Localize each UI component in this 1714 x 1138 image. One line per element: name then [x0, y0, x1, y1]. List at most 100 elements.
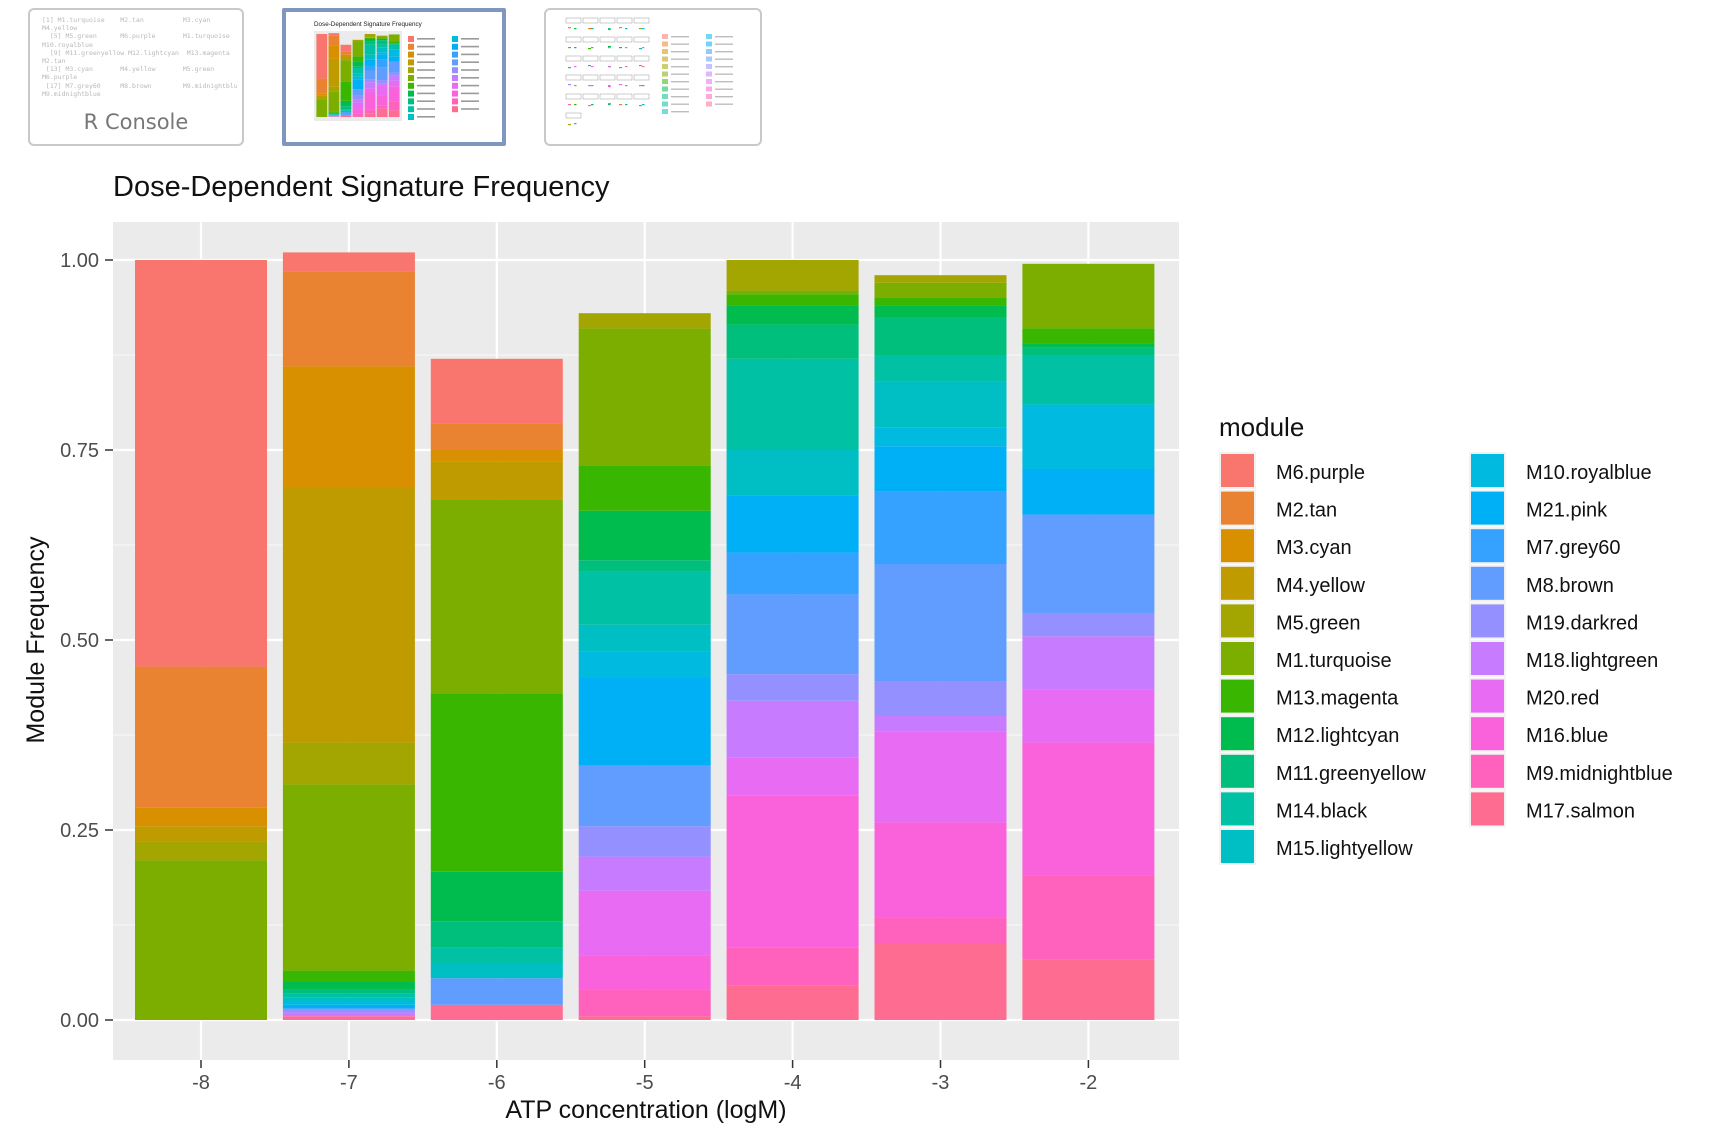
thumbnail-bar-segment — [364, 79, 376, 83]
thumbnail-legend-swatch — [452, 75, 458, 81]
thumbnail-legend-swatch — [408, 98, 414, 105]
thumbnail-facet-strip — [633, 74, 650, 81]
bar-segment — [1022, 343, 1155, 348]
legend-swatch — [1471, 717, 1504, 751]
bar-segment — [726, 795, 859, 948]
bar-segment — [282, 997, 415, 1001]
thumbnail-bar-segment — [376, 47, 388, 53]
thumbnail-bar-segment — [340, 100, 352, 107]
thumbnail-bar-segment — [328, 112, 340, 114]
y-tick-label: 0.50 — [60, 630, 99, 652]
legend-swatch — [1221, 529, 1254, 563]
thumbnail-legend-text — [417, 92, 435, 95]
bar-segment — [726, 294, 859, 306]
bar-segment — [726, 324, 859, 359]
legend-item: M13.magenta — [1219, 677, 1399, 715]
thumbnail-facet-mark — [588, 48, 591, 50]
thumbnail-facet-strip — [565, 36, 582, 43]
thumbnail-bar-segment — [376, 83, 388, 86]
legend-item: M17.salmon — [1469, 790, 1635, 828]
thumbnail-bar-segment — [340, 55, 352, 61]
bar-segment — [578, 465, 711, 511]
bar-segment — [726, 757, 859, 796]
y-tick-label: 0.00 — [60, 1010, 99, 1032]
bar-segment — [430, 963, 563, 979]
legend-item: M21.pink — [1469, 489, 1608, 527]
thumbnail-legend-swatch — [662, 34, 668, 39]
thumbnail-legend-text — [417, 100, 435, 102]
bar-segment — [1022, 636, 1155, 690]
bar-segment — [874, 491, 1007, 564]
thumbnail-bar-segment — [316, 99, 328, 117]
thumbnail-facet-mark — [625, 47, 628, 49]
thumbnail-bar-segment — [340, 54, 352, 56]
legend-label: M17.salmon — [1526, 800, 1635, 822]
thumbnail-facet-mark — [588, 28, 591, 30]
thumbnail-legend-text — [461, 61, 479, 63]
thumbnail-facet-mark — [608, 29, 611, 31]
bar-stack — [430, 358, 563, 1020]
thumbnail-bar-segment — [388, 49, 400, 57]
thumbnail-bar-segment — [376, 40, 388, 45]
thumbnail-legend-text — [461, 108, 479, 110]
thumbnail-bar-segment — [376, 35, 388, 37]
bar-segment — [874, 275, 1007, 283]
y-tick-label: 1.00 — [60, 250, 99, 272]
thumbnail-facet-strip — [599, 36, 616, 43]
thumbnail-legend-text — [417, 38, 435, 40]
thumbnail-bar-segment — [364, 113, 376, 117]
thumbnail-legend-text — [715, 43, 733, 45]
bar-segment — [578, 856, 711, 891]
thumbnail-facet-mark — [568, 47, 571, 49]
thumbnail-legend-text — [671, 96, 689, 98]
bar-segment — [578, 624, 711, 652]
bar-segment — [874, 427, 1007, 447]
bar-stack — [282, 252, 415, 1020]
legend-swatch — [1471, 792, 1504, 826]
thumbnail-facet-mark — [588, 65, 591, 67]
thumbnail-facet-mark — [619, 84, 622, 86]
thumbnail-legend-swatch — [662, 86, 668, 92]
thumbnail-facet-mark — [625, 104, 628, 106]
thumbnail-legend-swatch — [662, 94, 668, 99]
thumbnail-bar-segment — [328, 58, 340, 87]
bar-segment — [726, 358, 859, 450]
bar-segment — [578, 765, 711, 827]
thumbnail-legend-swatch — [452, 43, 458, 50]
thumbnail-facet-mark — [608, 66, 611, 68]
thumbnail-bar-segment — [364, 34, 376, 38]
thumbnail-bar-segment — [328, 35, 340, 46]
thumbnail-bar-segment — [388, 110, 400, 117]
bar-segment — [726, 495, 859, 553]
thumbnail-bar-segment — [352, 102, 364, 110]
bar-stack — [726, 260, 859, 1020]
thumbnail-facet-strip — [565, 112, 582, 119]
thumbnail-legend-text — [417, 61, 435, 63]
thumbnail-facet-mark — [639, 65, 642, 67]
x-tick-label: -8 — [192, 1072, 210, 1094]
thumbnail-r-console[interactable]: [1] M1.turquoise M2.tan M3.cyan M4.yellow… — [28, 8, 244, 146]
thumbnail-facet-mark — [591, 47, 594, 49]
thumbnail-legend-swatch — [706, 34, 712, 39]
legend-label: M15.lightyellow — [1276, 838, 1413, 860]
thumbnail-bar-segment — [388, 86, 400, 102]
bar-segment — [430, 450, 563, 462]
bar-segment — [1022, 959, 1155, 1020]
thumbnail-bar-segment — [340, 109, 352, 111]
console-line: [1] M1.turquoise M2.tan M3.cyan — [42, 16, 211, 24]
thumbnail-faceted-chart[interactable] — [544, 8, 762, 146]
thumbnail-bar-segment — [328, 45, 340, 59]
thumbnail-facet-mark — [608, 86, 611, 88]
thumbnail-facet-mark — [568, 84, 571, 86]
bar-segment — [282, 742, 415, 785]
thumbnail-bar-segment — [388, 34, 400, 42]
thumbnail-legend-swatch — [662, 109, 668, 114]
bar-segment — [430, 978, 563, 1005]
thumbnail-legend-text — [715, 96, 733, 98]
legend-label: M13.magenta — [1276, 688, 1399, 710]
bar-segment — [1022, 355, 1155, 405]
thumbnail-facet-mark — [591, 66, 594, 68]
thumbnail-stacked-bar-chart[interactable]: Dose-Dependent Signature Frequency — [282, 8, 506, 146]
thumbnail-legend-swatch — [706, 64, 712, 69]
bar-segment — [1022, 404, 1155, 469]
